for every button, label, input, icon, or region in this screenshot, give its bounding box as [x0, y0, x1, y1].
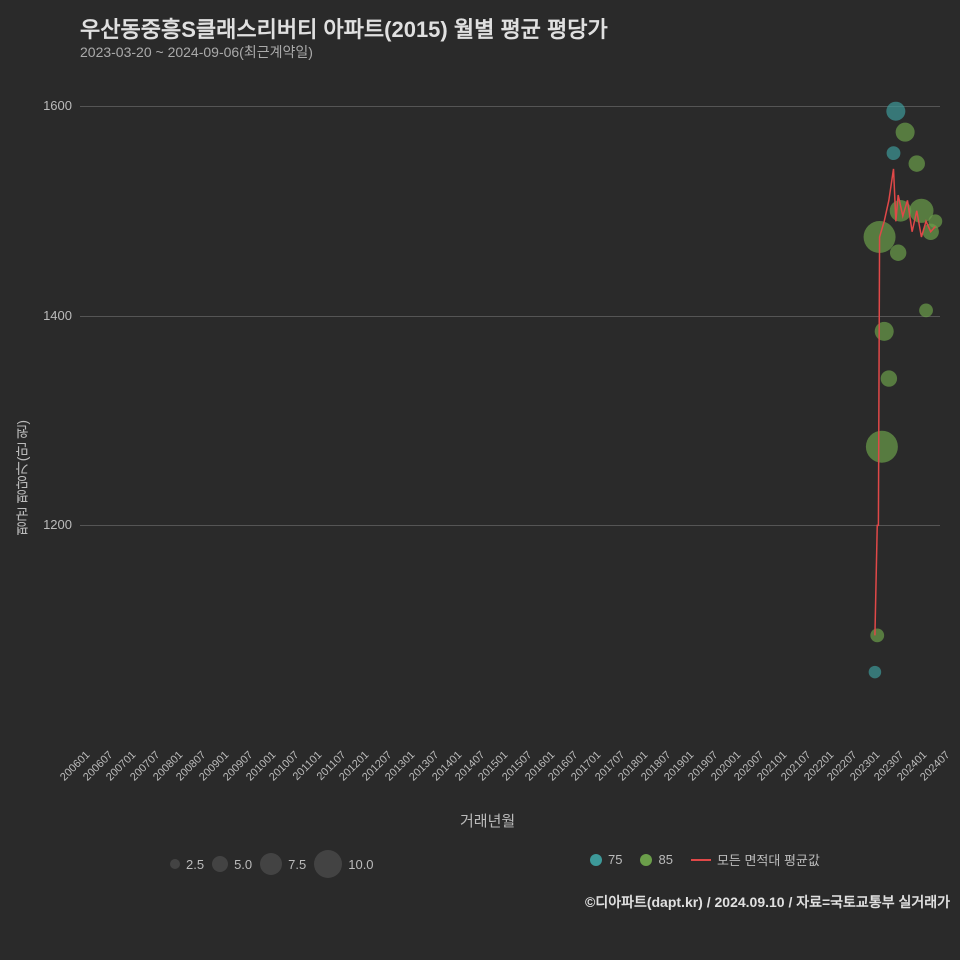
color-legend-item: 85 — [640, 852, 672, 867]
chart-plot — [80, 85, 940, 735]
scatter-point — [875, 322, 894, 341]
x-axis-label: 거래년월 — [460, 810, 515, 831]
size-legend-item: 10.0 — [314, 850, 373, 878]
chart-subtitle: 2023-03-20 ~ 2024-09-06(최근계약일) — [80, 42, 313, 62]
color-legend: 75 85 모든 면적대 평균값 — [590, 850, 820, 869]
scatter-point — [919, 304, 933, 318]
legend-color-swatch — [640, 854, 652, 866]
legend-line-swatch — [691, 859, 711, 861]
size-legend-item: 7.5 — [260, 853, 306, 875]
color-legend-item: 모든 면적대 평균값 — [691, 850, 820, 869]
legend-label: 85 — [658, 852, 672, 867]
size-legend-item: 2.5 — [170, 857, 204, 872]
y-tick-label: 1400 — [32, 308, 72, 323]
legend-label: 모든 면적대 평균값 — [717, 850, 820, 869]
y-axis-label: 평균 평당가(만 원) — [12, 420, 32, 535]
chart-title: 우산동중흥S클래스리버티 아파트(2015) 월별 평균 평당가 — [80, 12, 608, 44]
credits-text: ©디아파트(dapt.kr) / 2024.09.10 / 자료=국토교통부 실… — [585, 892, 950, 912]
size-legend-circle — [170, 859, 180, 869]
size-legend-label: 10.0 — [348, 857, 373, 872]
legend-label: 75 — [608, 852, 622, 867]
size-legend-label: 5.0 — [234, 857, 252, 872]
size-legend-label: 7.5 — [288, 857, 306, 872]
scatter-point — [887, 146, 901, 160]
scatter-point — [881, 370, 897, 386]
scatter-point — [896, 123, 915, 142]
scatter-point — [890, 245, 906, 261]
scatter-point — [928, 214, 942, 228]
scatter-point — [886, 102, 905, 121]
scatter-point — [909, 155, 925, 171]
scatter-point — [866, 431, 898, 463]
scatter-point — [869, 666, 882, 679]
y-tick-label: 1200 — [32, 517, 72, 532]
size-legend-item: 5.0 — [212, 856, 252, 872]
size-legend-circle — [212, 856, 228, 872]
size-legend-label: 2.5 — [186, 857, 204, 872]
scatter-point — [870, 629, 884, 643]
y-tick-label: 1600 — [32, 98, 72, 113]
legend-color-swatch — [590, 854, 602, 866]
color-legend-item: 75 — [590, 852, 622, 867]
size-legend-circle — [314, 850, 342, 878]
size-legend-circle — [260, 853, 282, 875]
size-legend: 2.5 5.0 7.5 10.0 — [170, 850, 374, 878]
